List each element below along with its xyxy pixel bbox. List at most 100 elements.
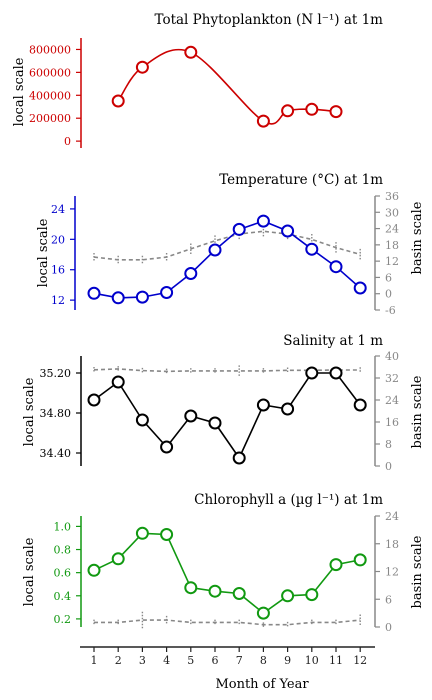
temperature-right-tick-label: 12	[385, 255, 399, 268]
chlorophyll-title: Chlorophyll a (µg l⁻¹) at 1m	[194, 492, 383, 508]
salinity-data-point	[256, 398, 270, 412]
temperature-data-point	[232, 222, 246, 236]
temperature-data-point	[305, 242, 319, 256]
salinity-data-point	[329, 366, 343, 380]
temperature-data-point	[184, 267, 198, 280]
phytoplankton-left-tick-label: 800000	[29, 43, 71, 56]
phytoplankton-data-point	[184, 45, 198, 59]
salinity-left-tick-label: 34.80	[40, 407, 72, 420]
temperature-data-point	[208, 243, 222, 257]
month-tick-label: 3	[139, 654, 146, 667]
chlorophyll-basin-series-line	[94, 619, 361, 626]
month-tick-label: 11	[329, 654, 343, 667]
phytoplankton-data-point	[111, 94, 125, 108]
month-tick-label: 4	[163, 654, 170, 667]
temperature-left-tick-label: 24	[51, 203, 65, 216]
chlorophyll-right-tick-label: 0	[385, 621, 392, 634]
salinity-right-tick-label: 0	[385, 460, 392, 473]
month-tick-label: 8	[260, 654, 267, 667]
chlorophyll-data-point	[353, 553, 367, 567]
phytoplankton-left-tick-label: 0	[64, 135, 71, 148]
temperature-data-point	[281, 224, 295, 238]
month-axis: Month of Year 1 2 3 4 5 6 7 8 9 10 11 12	[80, 646, 375, 692]
chlorophyll-data-point	[208, 584, 222, 598]
salinity-data-point	[281, 402, 295, 416]
month-axis-title: Month of Year	[215, 677, 309, 692]
temperature-data-point	[160, 286, 174, 299]
phytoplankton-left-axis-title: local scale	[12, 57, 27, 126]
month-tick-label: 10	[305, 654, 319, 667]
salinity-data-point	[232, 451, 246, 465]
chlorophyll-panel: Chlorophyll a (µg l⁻¹) at 1m local scale…	[22, 492, 425, 634]
salinity-data-point	[184, 409, 198, 423]
temperature-left-tick-label: 12	[51, 294, 65, 307]
temperature-right-tick-label: 30	[385, 206, 399, 219]
chlorophyll-right-tick-label: 12	[385, 566, 399, 579]
chlorophyll-left-tick-label: 1.0	[54, 520, 72, 533]
chlorophyll-data-point	[281, 589, 295, 603]
chlorophyll-left-tick-label: 0.2	[54, 613, 72, 626]
chlorophyll-right-tick-label: 24	[385, 510, 399, 523]
phytoplankton-data-point	[135, 60, 149, 74]
salinity-data-point	[208, 416, 222, 430]
chlorophyll-data-point	[111, 552, 125, 566]
temperature-data-point	[256, 214, 270, 228]
temperature-right-tick-label: 18	[385, 239, 399, 252]
chlorophyll-right-tick-label: 6	[385, 593, 392, 606]
chlorophyll-left-tick-label: 0.8	[54, 544, 72, 557]
chlorophyll-right-tick-label: 18	[385, 538, 399, 551]
chlorophyll-data-point	[160, 528, 174, 541]
chlorophyll-left-tick-label: 0.4	[54, 590, 72, 603]
temperature-data-point	[353, 281, 367, 295]
phytoplankton-left-tick-label: 200000	[29, 112, 71, 125]
salinity-basin-series-line	[93, 368, 361, 373]
temperature-right-tick-label: 36	[385, 190, 399, 203]
month-tick-label: 6	[212, 654, 219, 667]
salinity-right-tick-label: 8	[385, 438, 392, 451]
salinity-right-tick-label: 16	[385, 416, 399, 429]
chlorophyll-right-axis-title: basin scale	[410, 535, 425, 608]
temperature-data-point	[135, 290, 149, 304]
temperature-left-axis-title: local scale	[36, 218, 51, 287]
salinity-left-tick-label: 35.20	[40, 367, 72, 380]
salinity-data-point	[160, 440, 174, 454]
salinity-data-point	[305, 366, 319, 380]
phytoplankton-title: Total Phytoplankton (N l⁻¹) at 1m	[155, 12, 384, 28]
temperature-basin-series-line	[93, 230, 361, 261]
temperature-local-series-line	[93, 220, 361, 299]
salinity-panel: Salinity at 1 m local scale basin scale …	[22, 333, 425, 473]
phytoplankton-left-tick-label: 400000	[29, 89, 71, 102]
chlorophyll-data-point	[232, 587, 246, 600]
temperature-right-tick-label: -6	[385, 304, 396, 317]
chlorophyll-data-point	[329, 558, 343, 572]
temperature-right-tick-label: 6	[385, 271, 392, 284]
chlorophyll-data-point	[305, 588, 319, 602]
temperature-data-point	[111, 291, 125, 305]
chlorophyll-data-point	[87, 563, 101, 577]
temperature-right-tick-label: 24	[385, 223, 399, 236]
month-tick-label: 1	[91, 654, 98, 667]
chlorophyll-local-series-line	[93, 532, 361, 615]
salinity-right-tick-label: 32	[385, 372, 399, 385]
salinity-data-point	[353, 398, 367, 412]
phytoplankton-left-tick-label: 600000	[29, 66, 71, 79]
temperature-left-tick-label: 16	[51, 264, 65, 277]
month-tick-label: 9	[284, 654, 291, 667]
salinity-left-tick-label: 34.40	[40, 447, 72, 460]
salinity-left-axis-title: local scale	[22, 377, 37, 446]
chlorophyll-data-point	[256, 606, 270, 620]
salinity-local-series-line	[93, 372, 361, 460]
salinity-data-point	[135, 413, 149, 427]
salinity-data-point	[111, 375, 125, 389]
temperature-data-point	[87, 286, 101, 300]
month-tick-label: 12	[353, 654, 367, 667]
temperature-left-tick-label: 20	[51, 233, 65, 246]
phytoplankton-data-point	[329, 105, 343, 119]
salinity-data-point	[87, 393, 101, 407]
month-tick-label: 2	[115, 654, 122, 667]
temperature-panel: Temperature (°C) at 1m local scale basin…	[36, 172, 425, 317]
temperature-title: Temperature (°C) at 1m	[219, 172, 383, 188]
salinity-right-tick-label: 24	[385, 394, 399, 407]
phytoplankton-data-point	[256, 114, 270, 128]
